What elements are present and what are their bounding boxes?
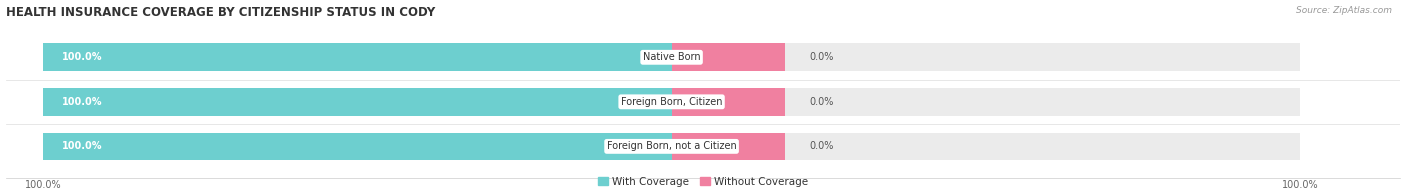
Bar bbox=[44, 132, 1301, 160]
Text: HEALTH INSURANCE COVERAGE BY CITIZENSHIP STATUS IN CODY: HEALTH INSURANCE COVERAGE BY CITIZENSHIP… bbox=[6, 5, 434, 19]
Text: Source: ZipAtlas.com: Source: ZipAtlas.com bbox=[1296, 6, 1392, 15]
Text: 0.0%: 0.0% bbox=[810, 52, 834, 62]
Bar bbox=[44, 88, 672, 116]
Text: 0.0%: 0.0% bbox=[810, 97, 834, 107]
Legend: With Coverage, Without Coverage: With Coverage, Without Coverage bbox=[593, 172, 813, 191]
Bar bbox=[44, 44, 1301, 71]
Text: 100.0%: 100.0% bbox=[62, 141, 103, 151]
Text: Foreign Born, not a Citizen: Foreign Born, not a Citizen bbox=[607, 141, 737, 151]
Bar bbox=[672, 88, 785, 116]
Bar bbox=[44, 44, 672, 71]
Text: 100.0%: 100.0% bbox=[62, 97, 103, 107]
Text: Foreign Born, Citizen: Foreign Born, Citizen bbox=[621, 97, 723, 107]
Text: 0.0%: 0.0% bbox=[810, 141, 834, 151]
Bar bbox=[672, 132, 785, 160]
Bar bbox=[44, 88, 1301, 116]
Text: 100.0%: 100.0% bbox=[62, 52, 103, 62]
Bar bbox=[44, 132, 672, 160]
Text: Native Born: Native Born bbox=[643, 52, 700, 62]
Bar bbox=[672, 44, 785, 71]
